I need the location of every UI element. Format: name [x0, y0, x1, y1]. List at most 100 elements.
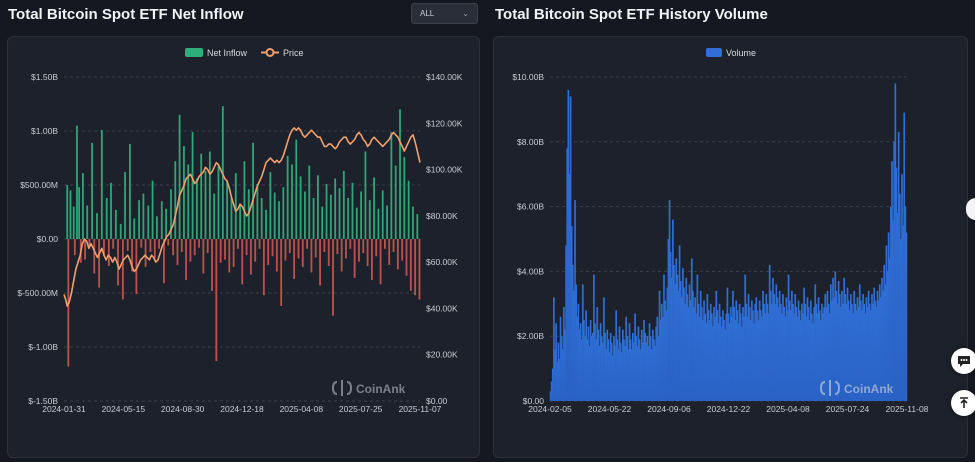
net-inflow-bar[interactable]: [110, 182, 112, 239]
net-inflow-bar[interactable]: [325, 183, 328, 239]
net-inflow-bar[interactable]: [390, 132, 393, 239]
volume-bar[interactable]: [615, 310, 618, 401]
net-inflow-bar[interactable]: [319, 239, 321, 286]
volume-bar[interactable]: [836, 303, 839, 401]
volume-bar[interactable]: [620, 352, 623, 401]
volume-bar[interactable]: [719, 316, 722, 401]
net-inflow-bar[interactable]: [219, 239, 222, 263]
volume-bar[interactable]: [849, 294, 852, 401]
legend-price-marker[interactable]: [265, 48, 275, 57]
volume-bar[interactable]: [867, 290, 870, 401]
volume-bar[interactable]: [589, 320, 592, 401]
volume-bar[interactable]: [848, 310, 851, 401]
volume-bar[interactable]: [775, 284, 778, 401]
volume-bar[interactable]: [793, 313, 795, 401]
volume-bar[interactable]: [556, 362, 559, 401]
volume-bar[interactable]: [821, 303, 823, 401]
volume-bar[interactable]: [757, 320, 760, 401]
net-inflow-bar[interactable]: [208, 151, 211, 239]
net-inflow-bar[interactable]: [396, 239, 399, 270]
volume-bar[interactable]: [700, 307, 703, 401]
net-inflow-bar[interactable]: [373, 177, 375, 239]
net-inflow-bar[interactable]: [250, 239, 252, 275]
volume-bar[interactable]: [640, 329, 643, 401]
volume-bar[interactable]: [877, 300, 880, 401]
time-range-select[interactable]: ALL ⌄: [411, 3, 478, 24]
volume-bar[interactable]: [684, 303, 686, 401]
volume-bar[interactable]: [630, 349, 633, 401]
volume-bar[interactable]: [718, 303, 721, 401]
net-inflow-bar[interactable]: [256, 183, 259, 239]
net-inflow-bar[interactable]: [84, 239, 86, 260]
volume-bar[interactable]: [682, 268, 684, 401]
volume-bar[interactable]: [598, 345, 601, 401]
volume-bar[interactable]: [845, 303, 848, 401]
volume-bar[interactable]: [733, 307, 735, 401]
volume-bar[interactable]: [588, 345, 591, 401]
net-inflow-bar[interactable]: [96, 213, 98, 239]
net-inflow-bar[interactable]: [401, 239, 404, 261]
volume-bar[interactable]: [712, 326, 714, 401]
volume-bar[interactable]: [707, 310, 710, 401]
net-inflow-bar[interactable]: [160, 201, 163, 239]
volume-bar[interactable]: [666, 287, 669, 401]
volume-bar[interactable]: [605, 349, 608, 401]
volume-bar[interactable]: [834, 271, 837, 401]
volume-bar[interactable]: [549, 391, 552, 401]
net-inflow-bar[interactable]: [100, 129, 103, 239]
net-inflow-bar[interactable]: [167, 239, 170, 246]
volume-bar[interactable]: [896, 213, 899, 401]
net-inflow-bar[interactable]: [200, 153, 203, 239]
volume-bar[interactable]: [668, 200, 671, 401]
volume-bar[interactable]: [814, 284, 817, 401]
volume-bar[interactable]: [872, 303, 874, 401]
net-inflow-bar[interactable]: [78, 187, 81, 239]
volume-bar[interactable]: [857, 307, 860, 401]
net-inflow-bar[interactable]: [76, 125, 78, 239]
volume-bar[interactable]: [880, 297, 882, 401]
volume-bar[interactable]: [904, 206, 907, 401]
volume-bar[interactable]: [579, 323, 582, 401]
volume-bar[interactable]: [679, 281, 682, 401]
volume-bar[interactable]: [704, 313, 706, 401]
volume-bar[interactable]: [748, 307, 751, 401]
net-inflow-bar[interactable]: [224, 239, 226, 260]
volume-bar[interactable]: [816, 313, 819, 401]
volume-bar[interactable]: [817, 297, 820, 401]
net-inflow-bar[interactable]: [170, 189, 172, 239]
volume-bar[interactable]: [893, 141, 896, 402]
volume-bar[interactable]: [698, 316, 701, 401]
net-inflow-bar[interactable]: [388, 239, 391, 265]
volume-bar[interactable]: [759, 310, 762, 401]
volume-bar[interactable]: [663, 274, 665, 401]
net-inflow-bar[interactable]: [91, 142, 93, 239]
volume-bar[interactable]: [604, 332, 606, 401]
volume-bar[interactable]: [690, 258, 693, 401]
volume-bar[interactable]: [639, 349, 642, 401]
volume-bar[interactable]: [826, 290, 829, 401]
legend-volume-swatch[interactable]: [706, 48, 722, 57]
volume-bar[interactable]: [831, 300, 833, 401]
net-inflow-bar[interactable]: [114, 209, 117, 239]
volume-bar[interactable]: [576, 316, 579, 401]
volume-bar[interactable]: [553, 297, 555, 401]
volume-bar[interactable]: [774, 303, 777, 401]
volume-bar[interactable]: [812, 323, 814, 401]
volume-bar[interactable]: [573, 290, 575, 401]
volume-bar[interactable]: [801, 303, 803, 401]
volume-bar[interactable]: [624, 345, 626, 401]
volume-bar[interactable]: [902, 226, 904, 401]
net-inflow-bar[interactable]: [375, 239, 378, 257]
volume-bar[interactable]: [614, 345, 616, 401]
net-inflow-bar[interactable]: [379, 239, 382, 285]
volume-bar[interactable]: [743, 316, 745, 401]
volume-bar[interactable]: [616, 339, 619, 401]
volume-bar[interactable]: [634, 313, 636, 401]
volume-bar[interactable]: [783, 307, 785, 401]
volume-bar[interactable]: [645, 342, 648, 401]
volume-bar[interactable]: [603, 297, 605, 401]
volume-bar[interactable]: [811, 313, 813, 401]
volume-bar[interactable]: [717, 323, 720, 401]
volume-bar[interactable]: [883, 264, 886, 401]
volume-bar[interactable]: [696, 274, 699, 401]
